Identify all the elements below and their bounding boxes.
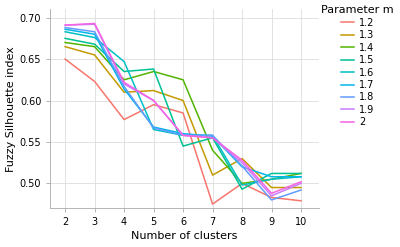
1.6 [210, 134, 215, 137]
Line: 1.3: 1.3 [65, 47, 301, 187]
1.5 [63, 37, 68, 40]
1.5 [240, 188, 244, 191]
1.6 [122, 60, 126, 63]
2 [240, 159, 244, 162]
1.4 [181, 78, 186, 81]
1.3 [240, 157, 244, 160]
1.9 [210, 136, 215, 139]
1.5 [269, 172, 274, 175]
2 [92, 22, 97, 25]
1.5 [122, 70, 126, 73]
1.6 [240, 184, 244, 186]
2 [299, 180, 304, 183]
1.4 [122, 78, 126, 81]
1.4 [151, 70, 156, 73]
1.2 [151, 103, 156, 106]
1.6 [151, 128, 156, 131]
1.5 [299, 172, 304, 175]
1.7 [210, 135, 215, 138]
1.2 [122, 118, 126, 121]
Line: 1.8: 1.8 [65, 28, 301, 200]
1.2 [299, 199, 304, 202]
1.3 [210, 174, 215, 177]
1.2 [181, 111, 186, 114]
2 [63, 24, 68, 27]
1.5 [151, 67, 156, 70]
1.2 [63, 58, 68, 61]
Y-axis label: Fuzzy Silhouette index: Fuzzy Silhouette index [6, 46, 16, 172]
1.6 [269, 178, 274, 181]
1.9 [151, 99, 156, 102]
1.9 [122, 82, 126, 85]
1.7 [269, 175, 274, 178]
1.4 [210, 149, 215, 152]
1.8 [181, 134, 186, 137]
1.8 [122, 85, 126, 88]
1.3 [63, 45, 68, 48]
1.3 [122, 91, 126, 94]
1.9 [269, 194, 274, 197]
1.8 [63, 26, 68, 29]
1.7 [92, 33, 97, 36]
1.6 [299, 175, 304, 178]
1.2 [92, 80, 97, 83]
1.5 [210, 136, 215, 139]
1.9 [240, 161, 244, 164]
1.7 [151, 125, 156, 128]
1.7 [299, 175, 304, 178]
Line: 1.2: 1.2 [65, 59, 301, 204]
2 [269, 192, 274, 195]
1.2 [240, 182, 244, 185]
1.8 [210, 134, 215, 137]
1.7 [63, 28, 68, 31]
1.3 [269, 186, 274, 189]
1.7 [240, 165, 244, 168]
Line: 1.4: 1.4 [65, 42, 301, 183]
1.8 [240, 165, 244, 167]
2 [122, 81, 126, 84]
1.7 [122, 87, 126, 90]
1.4 [299, 172, 304, 175]
1.5 [92, 43, 97, 46]
1.6 [92, 36, 97, 39]
Line: 1.9: 1.9 [65, 24, 301, 196]
1.8 [299, 188, 304, 191]
1.3 [181, 99, 186, 102]
1.2 [269, 196, 274, 199]
1.4 [240, 182, 244, 185]
1.4 [269, 178, 274, 181]
1.9 [63, 24, 68, 27]
1.2 [210, 203, 215, 206]
1.3 [151, 89, 156, 92]
1.5 [181, 144, 186, 147]
Line: 1.5: 1.5 [65, 38, 301, 189]
1.6 [181, 134, 186, 137]
2 [181, 134, 186, 137]
Legend: 1.2, 1.3, 1.4, 1.5, 1.6, 1.7, 1.8, 1.9, 2: 1.2, 1.3, 1.4, 1.5, 1.6, 1.7, 1.8, 1.9, … [322, 5, 394, 127]
1.9 [181, 134, 186, 137]
1.4 [63, 41, 68, 44]
1.8 [269, 199, 274, 202]
1.8 [151, 126, 156, 129]
2 [210, 136, 215, 139]
X-axis label: Number of clusters: Number of clusters [131, 231, 238, 242]
Line: 2: 2 [65, 23, 301, 193]
2 [151, 99, 156, 102]
Line: 1.6: 1.6 [65, 32, 301, 185]
1.3 [299, 186, 304, 189]
Line: 1.7: 1.7 [65, 29, 301, 177]
1.9 [299, 182, 304, 185]
1.3 [92, 53, 97, 56]
1.8 [92, 30, 97, 33]
1.4 [92, 45, 97, 48]
1.9 [92, 23, 97, 26]
1.7 [181, 132, 186, 135]
1.6 [63, 30, 68, 33]
